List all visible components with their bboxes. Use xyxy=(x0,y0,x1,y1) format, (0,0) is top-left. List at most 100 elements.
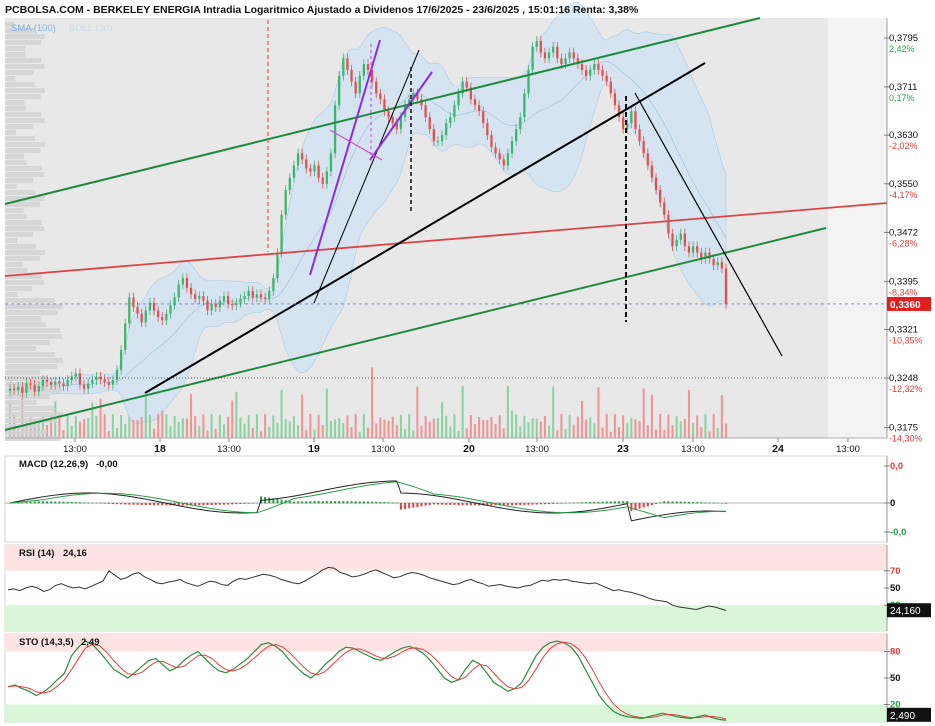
candle-body xyxy=(346,58,349,70)
candle-body xyxy=(214,303,217,308)
candle-body xyxy=(659,189,662,203)
candle-body xyxy=(654,177,658,190)
candle-body xyxy=(313,165,316,172)
candle-body xyxy=(202,296,205,301)
volume-profile-bar xyxy=(5,304,63,309)
chart-title: PCBOLSA.COM - BERKELEY ENERGIA Intradia … xyxy=(5,4,639,16)
volume-bar xyxy=(231,400,234,438)
volume-bar xyxy=(214,428,217,438)
macd-histogram-bar xyxy=(301,501,304,504)
volume-profile-bar xyxy=(5,280,45,285)
volume-bar xyxy=(87,418,90,438)
candle-body xyxy=(589,69,592,76)
macd-histogram-bar xyxy=(424,503,427,506)
candle-body xyxy=(333,105,337,154)
macd-histogram-bar xyxy=(371,501,374,504)
macd-histogram-bar xyxy=(313,501,316,504)
rsi-tick-label: 70 xyxy=(890,566,901,577)
sto-last-badge xyxy=(887,707,931,722)
time-axis: 13:00 18 13:00 19 13:00 20 13:00 23 13:00 24 13:00 xyxy=(5,437,887,455)
volume-bar xyxy=(441,402,444,438)
candle-body xyxy=(317,165,320,178)
candle-body xyxy=(630,111,633,124)
price-tick-label: 0,3248 xyxy=(889,373,918,384)
macd-histogram-bar xyxy=(111,503,114,505)
candle-body xyxy=(284,189,287,215)
candle-body xyxy=(650,165,654,178)
candle-body xyxy=(671,233,674,247)
macd-histogram-bar xyxy=(334,501,337,504)
macd-histogram-bar xyxy=(412,503,415,508)
volume-bar xyxy=(725,423,727,438)
candle-body xyxy=(720,262,724,269)
candle-body xyxy=(584,69,588,76)
rsi-line xyxy=(7,566,727,611)
macd-histogram-bar xyxy=(194,503,197,506)
macd-histogram-bar xyxy=(511,503,514,506)
macd-line xyxy=(9,480,727,522)
candle-body xyxy=(210,303,213,311)
candle-body xyxy=(132,297,135,308)
volume-bar xyxy=(272,415,275,438)
volume-profile-bar xyxy=(5,388,62,393)
volume-profile-bar xyxy=(5,328,61,333)
volume-bar xyxy=(539,421,542,438)
macd-histogram-bar xyxy=(580,502,583,504)
candle-body xyxy=(605,75,608,82)
volume-bar xyxy=(132,419,135,438)
volume-bar xyxy=(247,415,250,438)
volume-bar xyxy=(62,430,65,438)
volume-bar xyxy=(317,414,320,438)
volume-bar xyxy=(457,431,460,438)
time-tick-label: 19 xyxy=(308,443,320,455)
volume-profile-bar xyxy=(5,430,47,435)
rsi-last-badge xyxy=(887,603,931,618)
macd-histogram-bar xyxy=(218,503,221,505)
macd-histogram-bar xyxy=(165,503,168,506)
volume-bar xyxy=(367,427,369,438)
candle-body xyxy=(366,64,370,70)
future-area xyxy=(828,18,887,438)
volume-profile-bar xyxy=(5,172,45,177)
volume-bar xyxy=(634,419,637,438)
volume-bar xyxy=(334,419,337,438)
candle-body xyxy=(82,384,86,389)
macd-histogram-bar xyxy=(247,503,250,504)
volume-profile-bar xyxy=(5,40,41,45)
candle-body xyxy=(593,64,596,70)
bollinger-middle-line xyxy=(9,61,727,391)
candle-body xyxy=(251,290,254,298)
macd-histogram-bar xyxy=(70,501,73,504)
volume-bar xyxy=(313,429,316,438)
candle-body xyxy=(37,386,40,392)
volume-bar xyxy=(543,416,546,438)
macd-histogram-bar xyxy=(585,502,588,504)
macd-histogram-bar xyxy=(58,501,61,504)
volume-bar xyxy=(506,386,509,438)
candle-body xyxy=(128,297,131,324)
macd-histogram-bar xyxy=(646,503,649,507)
rsi-plot: 70503024,160 xyxy=(5,545,931,631)
macd-histogram-bar xyxy=(704,502,707,504)
macd-histogram-bar xyxy=(74,502,77,504)
macd-histogram-bar xyxy=(399,503,402,510)
candle-body xyxy=(78,373,82,385)
macd-histogram-bar xyxy=(136,503,139,505)
volume-profile-bar xyxy=(5,310,58,315)
macd-histogram-bar xyxy=(572,502,575,504)
volume-bar xyxy=(227,416,230,438)
macd-histogram-bar xyxy=(687,501,690,504)
volume-bar xyxy=(535,418,538,438)
macd-histogram-bar xyxy=(13,502,16,504)
macd-histogram-bar xyxy=(506,503,509,506)
candle-body xyxy=(140,313,143,323)
volume-profile-bar xyxy=(5,286,33,291)
volume-bar xyxy=(416,386,419,438)
volume-bar xyxy=(206,430,209,438)
volume-profile-bar xyxy=(5,268,28,273)
candle-body xyxy=(292,165,296,178)
volume-bar xyxy=(630,417,633,438)
volume-bar xyxy=(251,427,254,438)
volume-bar xyxy=(111,414,114,438)
volume-bar xyxy=(37,420,40,438)
